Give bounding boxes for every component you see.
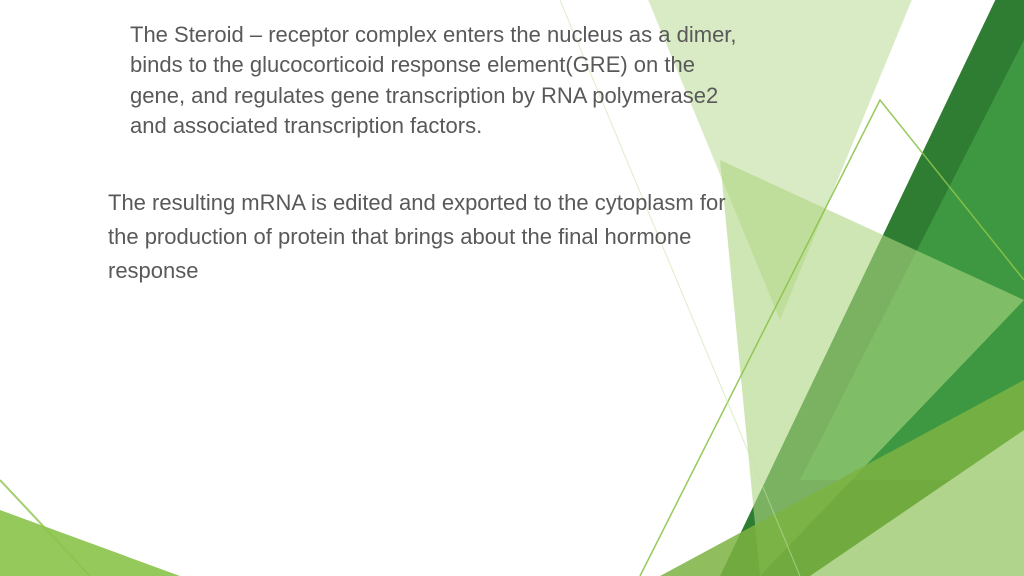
bottom-left-line [0,480,90,576]
right-bright-bottom [660,380,1024,576]
right-outline-1 [640,100,1024,576]
right-dark-triangle [720,0,1024,576]
slide: The Steroid – receptor complex enters th… [0,0,1024,576]
right-yellowgreen-bottom [810,430,1024,576]
right-mid-overlay [800,40,1024,480]
paragraph-2: The resulting mRNA is edited and exporte… [108,186,758,288]
bottom-left-triangle [0,510,180,576]
paragraph-1: The Steroid – receptor complex enters th… [130,20,750,141]
right-light-mid [720,160,1024,576]
